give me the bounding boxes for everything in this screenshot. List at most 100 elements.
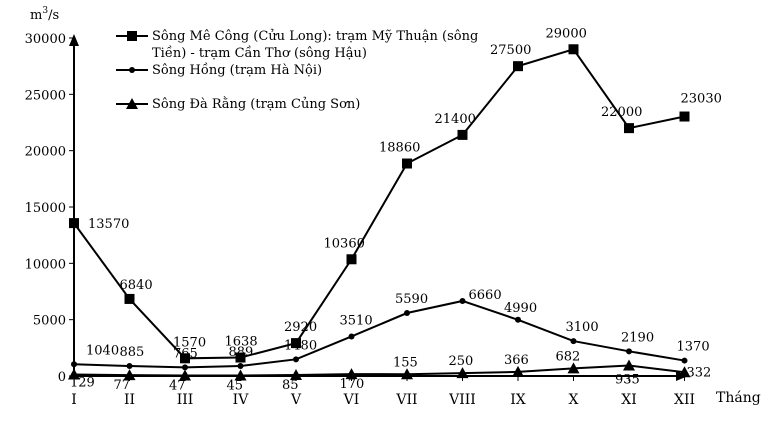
y-ticks: 0 5000 10000 15000 20000 25000 30000 [25,32,74,385]
point-circle [182,364,188,371]
data-label: 47 [169,378,186,393]
x-tick-label: XI [621,392,637,408]
data-label: 22000 [601,105,642,120]
point-circle [237,362,244,369]
x-tick-label: VI [343,392,360,408]
point-square [513,61,523,72]
data-label: 155 [393,355,418,370]
data-label: 366 [504,353,529,368]
data-label: 18860 [379,141,420,156]
point-circle [626,348,632,355]
data-label: 6660 [469,288,502,303]
data-label: 3100 [566,320,599,335]
point-triangle [290,369,302,381]
data-label: 889 [229,345,254,360]
data-labels: 13570 6840 1570 1638 2920 10360 18860 21400 2750… [70,26,722,393]
point-circle [126,363,133,370]
legend-label-mekong-line2: Tiền) - trạm Cần Thơ (sông Hậu) [152,45,367,61]
point-triangle [567,362,580,374]
y-tick-label: 30000 [25,32,66,47]
legend-marker-triangle [126,98,138,109]
series-line-0 [73,48,685,360]
point-triangle [345,368,358,380]
series-group [68,44,691,381]
data-label: 250 [449,354,474,369]
point-square [291,338,301,349]
legend: Sông Mê Công (Cửu Long): trạm Mỹ Thuận (… [116,29,478,112]
data-label: 1638 [225,335,258,350]
data-label: 23030 [681,92,722,107]
point-circle [515,316,521,323]
y-tick-label: 15000 [25,201,66,216]
point-triangle [456,367,469,379]
data-label: 170 [340,377,365,392]
x-tick-label: V [290,392,302,408]
x-tick-label: VII [395,392,417,408]
data-label: 29000 [546,26,587,41]
point-triangle [68,368,80,380]
point-circle [348,333,355,340]
point-square [679,111,690,122]
point-circle [293,356,299,363]
y-tick-label: 0 [58,370,66,385]
y-tick-label: 20000 [25,145,66,160]
point-square [235,352,246,363]
y-axis-unit: m3/s [30,6,59,23]
point-circle [459,297,466,304]
series-line-2 [73,364,685,377]
data-label: 2190 [621,330,654,345]
x-tick-label: VIII [448,392,476,408]
point-square [346,254,357,265]
data-label: 1570 [173,335,206,350]
point-circle [404,310,410,317]
series-line-1 [73,299,685,369]
point-square [69,218,79,229]
y-tick-label: 5000 [33,314,66,329]
x-tick-label: IV [233,392,250,408]
legend-marker-circle [129,67,135,73]
point-circle [681,357,688,364]
data-label: 885 [120,345,145,360]
data-label: 332 [687,365,712,380]
point-square [180,353,190,364]
point-square [124,293,135,304]
x-tick-label: I [71,392,77,408]
x-tick-label: X [569,392,579,408]
point-circle [71,361,77,368]
legend-label-darang: Sông Đà Rằng (trạm Củng Sơn) [152,96,360,112]
data-label: 3510 [340,313,373,328]
data-label: 85 [282,378,299,393]
data-label: 129 [70,376,95,391]
data-label: 1370 [677,340,710,355]
data-label: 4990 [504,301,537,316]
point-triangle [179,369,191,381]
legend-label-mekong-line1: Sông Mê Công (Cửu Long): trạm Mỹ Thuận (… [152,29,478,44]
data-label: 5590 [395,292,428,307]
data-label: 2920 [284,320,317,335]
point-square [402,158,412,169]
point-circle [570,338,577,345]
data-label: 27500 [490,43,531,58]
data-label: 10360 [324,236,365,251]
point-triangle [512,365,524,377]
point-triangle [401,368,413,380]
point-square [457,129,468,140]
data-label: 6840 [120,278,153,293]
point-triangle [234,369,247,381]
y-tick-label: 25000 [25,88,66,103]
x-tick-label: XII [674,392,695,408]
point-triangle [678,366,691,378]
data-label: 45 [227,378,244,393]
data-label: 77 [114,378,131,393]
data-label: 21400 [435,112,476,127]
point-triangle [623,359,635,371]
legend-label-hong: Sông Hồng (trạm Hà Nội) [152,62,322,78]
data-label: 765 [173,346,198,361]
y-tick-label: 10000 [25,257,66,272]
point-triangle [123,369,136,381]
point-square [568,44,579,55]
x-tick-label: II [124,392,135,408]
y-axis-arrow [69,34,79,46]
data-label: 1480 [284,338,317,353]
